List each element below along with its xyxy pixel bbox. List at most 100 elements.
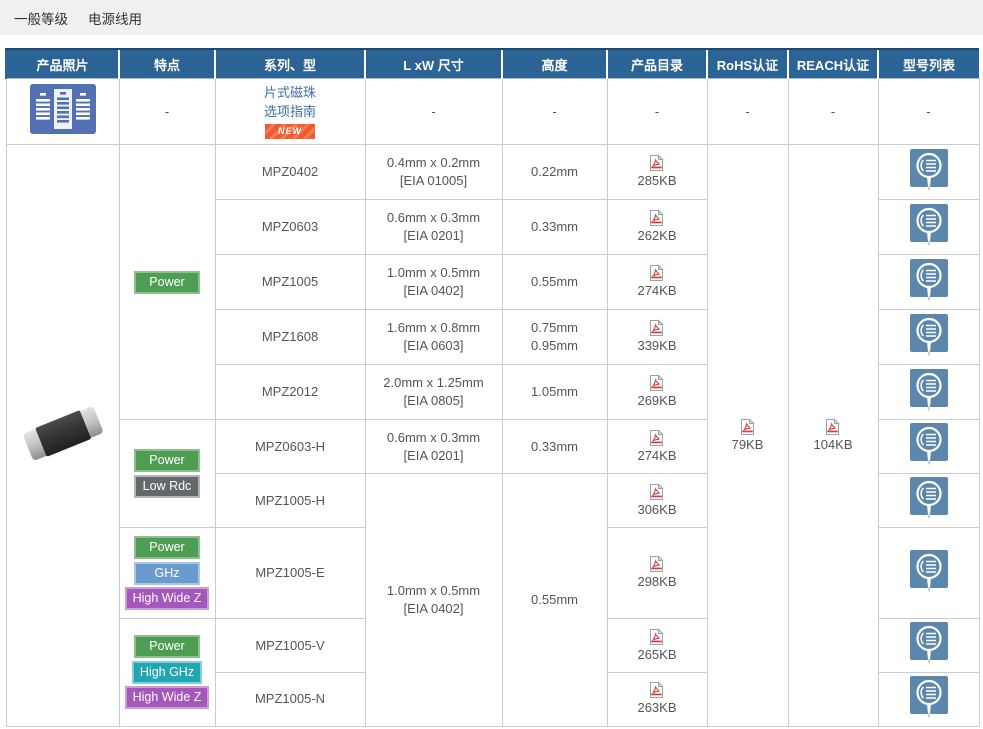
magnifier-list-icon[interactable]: [909, 258, 949, 307]
height-cell: 0.55mm: [501, 473, 608, 727]
new-badge: NEW: [265, 124, 315, 140]
feature-badge: GHz: [134, 561, 200, 585]
catalog-pdf-link[interactable]: 265KB: [637, 627, 677, 663]
features-cell: Power Low Rdc: [118, 419, 216, 528]
pdf-icon: [637, 209, 676, 227]
column-header: 高度: [501, 48, 607, 79]
guide-reach-cell: -: [787, 78, 879, 145]
column-header: 特点: [118, 48, 215, 79]
column-header: RoHS认证: [706, 48, 788, 79]
series-cell: MPZ0603: [214, 199, 366, 255]
magnifier-list-icon[interactable]: [909, 675, 949, 724]
height-cell: 0.33mm: [501, 419, 608, 474]
guide-features-cell: -: [118, 78, 216, 145]
rohs-cell: 79KB: [706, 144, 789, 727]
pdf-icon: [637, 555, 676, 573]
guide-photo-cell: [5, 78, 120, 145]
height-cell: 0.75mm 0.95mm: [501, 309, 608, 365]
table-header-row: 产品照片 特点 系列、型 L xW 尺寸 高度 产品目录 RoHS认证 REACH认证 型号列表: [5, 48, 979, 79]
series-cell: MPZ1005-N: [214, 671, 366, 727]
feature-badge: High Wide Z: [125, 686, 209, 710]
catalog-cell: 285KB: [606, 144, 708, 200]
pdf-icon: [637, 483, 676, 501]
model-list-cell: [877, 671, 980, 727]
reach-pdf-link[interactable]: 104KB: [813, 417, 853, 453]
guide-catalog-cell: -: [606, 78, 708, 145]
series-cell: MPZ1005: [214, 254, 366, 310]
magnifier-list-icon[interactable]: [909, 313, 949, 362]
height-cell: 0.55mm: [501, 254, 608, 310]
catalog-cell: 265KB: [606, 618, 708, 673]
column-header: 系列、型: [214, 48, 365, 79]
column-header: 产品照片: [5, 48, 119, 79]
height-cell: 1.05mm: [501, 364, 608, 420]
catalog-pdf-link[interactable]: 262KB: [637, 209, 677, 244]
column-header: 型号列表: [877, 48, 979, 79]
model-list-cell: [877, 419, 980, 474]
guide-height-cell: -: [501, 78, 608, 145]
feature-badge: Power: [134, 449, 200, 473]
top-tab-strip: 一般等级 电源线用: [0, 0, 983, 35]
series-cell: MPZ0603-H: [214, 419, 366, 474]
series-cell: MPZ0402: [214, 144, 366, 200]
model-list-cell: [877, 473, 980, 528]
guide-models-cell: -: [877, 78, 980, 145]
catalog-pdf-link[interactable]: 263KB: [637, 681, 677, 716]
reach-cell: 104KB: [787, 144, 879, 727]
size-cell: 2.0mm x 1.25mm [EIA 0805]: [364, 364, 503, 420]
model-list-cell: [877, 144, 980, 200]
catalog-cell: 274KB: [606, 254, 708, 310]
guide-link-cell: 片式磁珠 选项指南 NEW: [214, 78, 366, 145]
series-cell: MPZ1005-V: [214, 618, 366, 673]
magnifier-list-icon[interactable]: [909, 148, 949, 197]
series-cell: MPZ1608: [214, 309, 366, 365]
catalog-pdf-link[interactable]: 298KB: [637, 555, 677, 590]
feature-badge: Power: [134, 635, 200, 659]
tab-general-grade[interactable]: 一般等级: [14, 11, 68, 27]
features-cell: Power: [118, 144, 216, 420]
chip-beads-guide-link[interactable]: 片式磁珠 选项指南: [263, 84, 316, 119]
catalog-cell: 274KB: [606, 419, 708, 474]
selection-guide-icon[interactable]: [29, 84, 96, 137]
guide-size-cell: -: [364, 78, 503, 145]
catalog-pdf-link[interactable]: 339KB: [637, 319, 677, 354]
features-cell: Power GHz High Wide Z: [118, 527, 216, 619]
feature-badge: High GHz: [132, 660, 202, 684]
pdf-icon: [637, 627, 676, 646]
pdf-icon: [637, 319, 676, 337]
magnifier-list-icon[interactable]: [909, 621, 949, 670]
series-cell: MPZ1005-E: [214, 527, 366, 619]
pdf-icon: [732, 417, 764, 436]
catalog-pdf-link[interactable]: 269KB: [637, 374, 677, 409]
features-cell: Power High GHz High Wide Z: [118, 618, 216, 727]
rohs-pdf-link[interactable]: 79KB: [732, 417, 764, 453]
catalog-cell: 262KB: [606, 199, 708, 255]
tab-power-line[interactable]: 电源线用: [88, 11, 142, 27]
column-header: REACH认证: [787, 48, 878, 79]
size-cell: 1.6mm x 0.8mm [EIA 0603]: [364, 309, 503, 365]
catalog-pdf-link[interactable]: 285KB: [637, 154, 677, 189]
pdf-icon: [637, 374, 676, 392]
catalog-pdf-link[interactable]: 306KB: [637, 483, 677, 518]
magnifier-list-icon[interactable]: [909, 422, 949, 471]
model-list-cell: [877, 364, 980, 420]
magnifier-list-icon[interactable]: [909, 476, 949, 525]
magnifier-list-icon[interactable]: [909, 368, 949, 417]
magnifier-list-icon[interactable]: [909, 549, 949, 598]
height-cell: 0.33mm: [501, 199, 608, 255]
catalog-pdf-link[interactable]: 274KB: [637, 429, 677, 464]
pdf-icon: [813, 417, 852, 436]
size-cell: 0.6mm x 0.3mm [EIA 0201]: [364, 419, 503, 474]
pdf-icon: [637, 681, 676, 699]
model-list-cell: [877, 254, 980, 310]
series-cell: MPZ1005-H: [214, 473, 366, 528]
guide-rohs-cell: -: [706, 78, 789, 145]
pdf-icon: [637, 264, 676, 282]
catalog-pdf-link[interactable]: 274KB: [637, 264, 677, 299]
feature-badge: Power: [134, 536, 200, 559]
catalog-cell: 298KB: [606, 527, 708, 619]
feature-badge: Low Rdc: [134, 474, 200, 498]
magnifier-list-icon[interactable]: [909, 203, 949, 252]
model-list-cell: [877, 199, 980, 255]
catalog-cell: 269KB: [606, 364, 708, 420]
